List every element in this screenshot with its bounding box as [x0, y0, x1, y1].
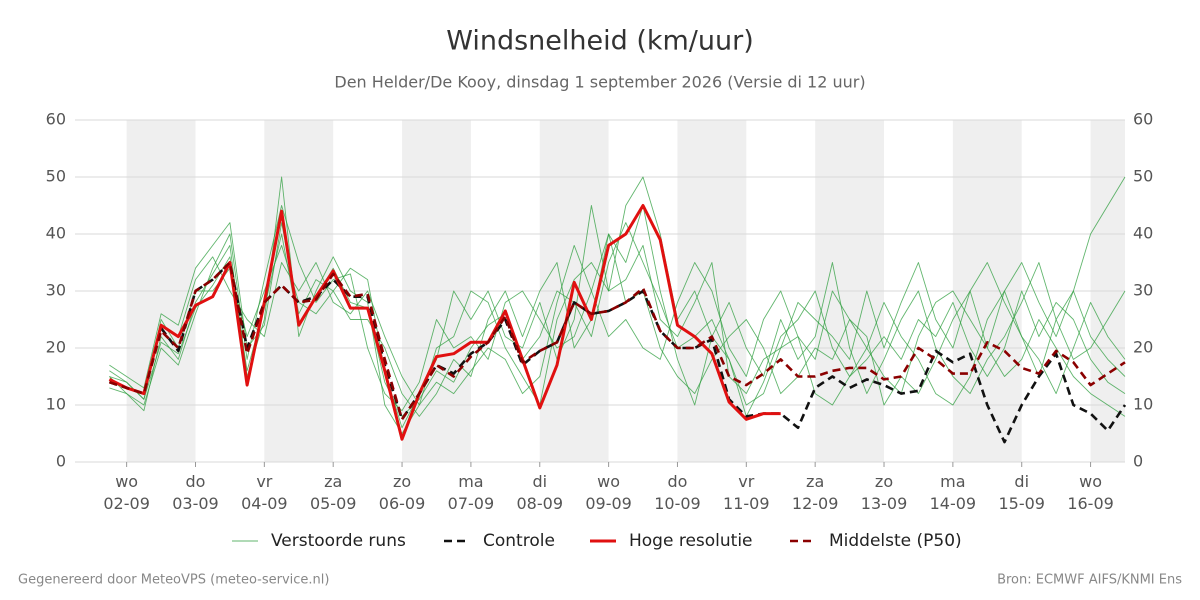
y2-tick-label: 30	[1133, 281, 1153, 300]
series-line	[108, 204, 781, 441]
x-tick-label: wo 16-09	[1067, 472, 1114, 513]
x-tick-label: zo 06-09	[379, 472, 426, 513]
y2-tick-label: 60	[1133, 110, 1153, 129]
plot-area	[108, 176, 1127, 444]
y-tick-label: 30	[46, 281, 66, 300]
x-tick-label: ma 07-09	[448, 472, 495, 513]
y2-tick-label: 10	[1133, 395, 1153, 414]
y-tick-label: 10	[46, 395, 66, 414]
legend-label: Hoge resolutie	[629, 531, 753, 551]
legend-label: Verstoorde runs	[271, 531, 406, 551]
chart-title: Windsnelheid (km/uur)	[446, 26, 754, 57]
legend-label: Middelste (P50)	[829, 531, 962, 551]
y-tick-label: 20	[46, 338, 66, 357]
y2-tick-label: 50	[1133, 167, 1153, 186]
x-tick-label: wo 02-09	[103, 472, 150, 513]
y-tick-label: 0	[56, 452, 66, 471]
x-tick-label: ma 14-09	[930, 472, 977, 513]
footer-right: Bron: ECMWF AIFS/KNMI Ens	[997, 573, 1182, 588]
ensemble-line	[109, 222, 1126, 417]
chart-subtitle: Den Helder/De Kooy, dinsdag 1 september …	[334, 73, 865, 92]
ensemble-line	[109, 205, 1126, 412]
footer-left: Gegenereerd door MeteoVPS (meteo-service…	[18, 573, 329, 588]
ensemble-line	[109, 205, 1126, 429]
ensemble-line	[109, 244, 1126, 406]
x-tick-label: do 03-09	[172, 472, 219, 513]
y2-tick-label: 40	[1133, 224, 1153, 243]
x-tick-label: za 12-09	[792, 472, 839, 513]
y-tick-label: 40	[46, 224, 66, 243]
x-tick-label: vr 04-09	[241, 472, 288, 513]
x-tick-label: wo 09-09	[585, 472, 632, 513]
series-line	[108, 261, 1126, 421]
x-tick-label: do 10-09	[654, 472, 701, 513]
x-tick-label: za 05-09	[310, 472, 357, 513]
ensemble-line	[109, 233, 1126, 417]
x-tick-label: zo 13-09	[861, 472, 908, 513]
x-tick-label: vr 11-09	[723, 472, 770, 513]
y-tick-label: 60	[46, 110, 66, 129]
x-tick-label: di 08-09	[517, 472, 564, 513]
x-tick-label: di 15-09	[998, 472, 1045, 513]
y-tick-label: 50	[46, 167, 66, 186]
legend-label: Controle	[483, 531, 555, 551]
legend: Verstoorde runs Controle Hoge resolutie Mid…	[232, 531, 962, 551]
plot-background: 0 0 10 10 20 20 30 30 40 40 50 50 60 60 wo 02-09 do 03-09…	[46, 110, 1154, 513]
y2-tick-label: 20	[1133, 338, 1153, 357]
y2-tick-label: 0	[1133, 452, 1143, 471]
